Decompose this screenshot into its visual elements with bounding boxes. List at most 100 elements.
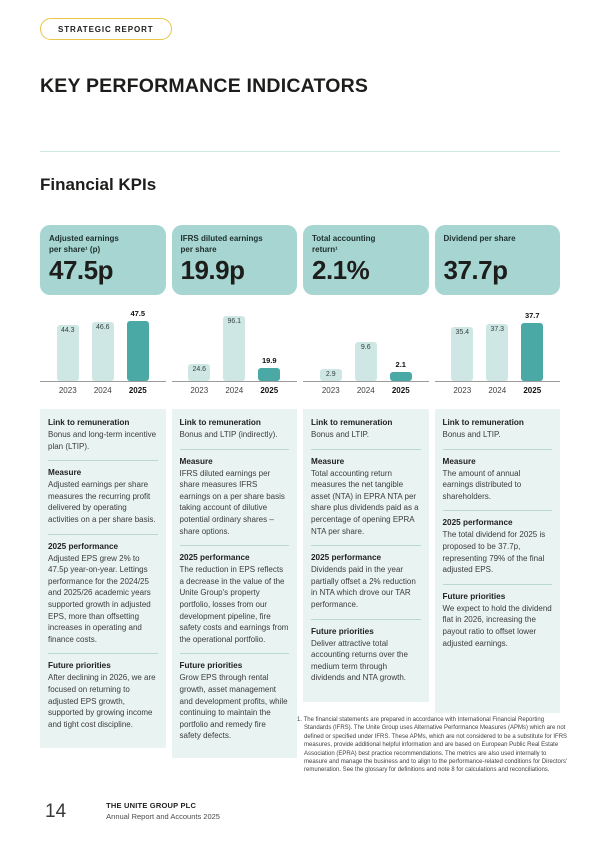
chart-bars: 2.9 9.6 2.1 [303,302,429,381]
bar [91,322,114,381]
bar-slot: 2.9 [319,369,342,381]
bar [451,327,474,381]
section-body: Dividends paid in the year partially off… [311,565,416,609]
kpi-grid: Adjusted earnings per share¹ (p) 47.5p 44.… [40,225,560,758]
section-body: The reduction in EPS reflects a decrease… [179,565,289,644]
year-label: 2024 [356,386,375,395]
section-heading: Future priorities [442,591,506,601]
chart-bars: 44.3 46.6 47.5 [40,302,166,381]
section-divider [40,151,560,152]
section-heading: Future priorities [311,626,374,636]
bar-value-label: 19.9 [261,356,277,365]
kpi-bar-chart: 35.4 37.3 37.7 2023 2024 2025 [434,302,561,403]
chart-axis [303,381,429,382]
strategic-report-tag-label: STRATEGIC REPORT [58,25,154,34]
section-heading: Measure [179,456,213,466]
kpi-card: Dividend per share 37.7p [434,225,560,295]
chart-bars: 24.6 96.1 19.9 [172,302,298,381]
bar-value-label: 37.7 [524,311,540,320]
kpi-card: Total accounting return¹ 2.1% [303,225,429,295]
section-body: Adjusted earnings per share measures the… [48,480,156,524]
section-body: The amount of annual earnings distribute… [442,468,522,501]
bar-slot: 37.3 [486,324,509,381]
panel-section: Link to remuneration Bonus and LTIP. [311,418,421,441]
section-body: Bonus and LTIP. [442,430,501,439]
bar-slot: 35.4 [451,327,474,381]
kpi-detail-panel: Link to remuneration Bonus and LTIP. Measu… [303,409,429,702]
kpi-column: IFRS diluted earnings per share 19.9p 24.6… [171,225,298,758]
footer-company: THE UNITE GROUP PLC [106,801,197,810]
bar-highlight [521,323,544,381]
panel-section: Measure Adjusted earnings per share measu… [48,460,158,525]
bar-slot: 96.1 [223,316,246,381]
kpi-column: Dividend per share 37.7p 35.4 37.3 37.7 2023 2… [434,225,561,713]
section-heading: Measure [48,468,82,478]
panel-section: Future priorities After declining in 2026… [48,653,158,730]
panel-section: Link to remuneration Bonus and LTIP. [443,418,553,441]
kpi-bar-chart: 44.3 46.6 47.5 2023 2024 2025 [40,302,166,403]
kpi-card: IFRS diluted earnings per share 19.9p [171,225,297,295]
section-body: Adjusted EPS grew 2% to 47.5p year-on-ye… [48,553,151,644]
section-heading: Future priorities [48,661,111,671]
year-label: 2023 [453,386,472,395]
year-label: 2024 [488,386,507,395]
bar-highlight [258,368,281,381]
section-body: Deliver attractive total accounting retu… [311,638,408,683]
panel-section: Link to remuneration Bonus and LTIP (indi… [180,418,290,441]
section-heading: 2025 performance [179,553,250,563]
bar-value-label: 37.3 [490,326,505,333]
year-label: 2023 [58,386,77,395]
panel-section: 2025 performance Adjusted EPS grew 2% to … [48,533,158,646]
section-body: IFRS diluted earnings per share measures… [179,468,285,536]
year-label: 2025 [523,386,542,395]
bar-value-label: 24.6 [192,366,207,373]
section-body: We expect to hold the dividend flat in 2… [442,603,552,648]
bar-value-label: 44.3 [60,327,75,334]
bar-value-label: 46.6 [95,324,110,331]
section-body: Total accounting return measures the net… [311,468,419,536]
bar-slot: 46.6 [91,322,114,381]
year-label: 2024 [93,386,112,395]
chart-year-labels: 2023 2024 2025 [303,386,429,395]
kpi-card-value: 47.5p [49,255,113,285]
kpi-detail-panel: Link to remuneration Bonus and LTIP (indi… [171,409,297,758]
section-heading: Link to remuneration [48,418,130,427]
kpi-column: Adjusted earnings per share¹ (p) 47.5p 44.… [40,225,166,748]
bar-value-label: 96.1 [227,318,242,325]
section-body: Bonus and LTIP. [311,430,369,439]
bar-slot: 2.1 [389,360,412,381]
bar [188,364,211,381]
section-heading: 2025 performance [311,553,382,563]
bar-value-label: 2.9 [325,371,336,378]
section-body: Bonus and LTIP (indirectly). [179,430,278,439]
footnote: 1. The financial statements are prepared… [297,717,568,774]
section-heading: Link to remuneration [442,418,524,427]
section-heading: 2025 performance [48,541,119,551]
kpi-card-title: Total accounting return¹ [312,234,376,254]
bar-slot: 44.3 [56,325,79,381]
kpi-card-value: 37.7p [443,255,508,285]
panel-section: Future priorities We expect to hold the d… [442,583,552,649]
year-label: 2025 [391,386,410,395]
kpi-card-value: 2.1% [312,255,370,285]
panel-section: 2025 performance The total dividend for 2… [442,510,552,575]
section-body: The total dividend for 2025 is proposed … [442,530,546,575]
kpi-bar-chart: 2.9 9.6 2.1 2023 2024 2025 [303,302,429,403]
kpi-card-title: Dividend per share [443,234,516,243]
chart-axis [171,381,297,382]
bar-value-label: 9.6 [360,344,371,351]
panel-section: 2025 performance Dividends paid in the ye… [311,545,421,610]
bar-slot: 24.6 [188,364,211,381]
kpi-detail-panel: Link to remuneration Bonus and long-term … [40,409,166,748]
section-body: Grow EPS through rental growth, asset ma… [179,673,288,741]
chart-year-labels: 2023 2024 2025 [435,386,561,395]
section-body: After declining in 2026, we are focused … [48,673,156,729]
year-label: 2023 [321,386,340,395]
page-footer: 14 THE UNITE GROUP PLC Annual Report and… [45,799,220,821]
page-title: KEY PERFORMANCE INDICATORS [40,75,369,97]
chart-axis [434,381,560,382]
chart-axis [40,381,166,382]
section-heading: Future priorities [179,661,243,671]
page-number: 14 [45,801,67,822]
